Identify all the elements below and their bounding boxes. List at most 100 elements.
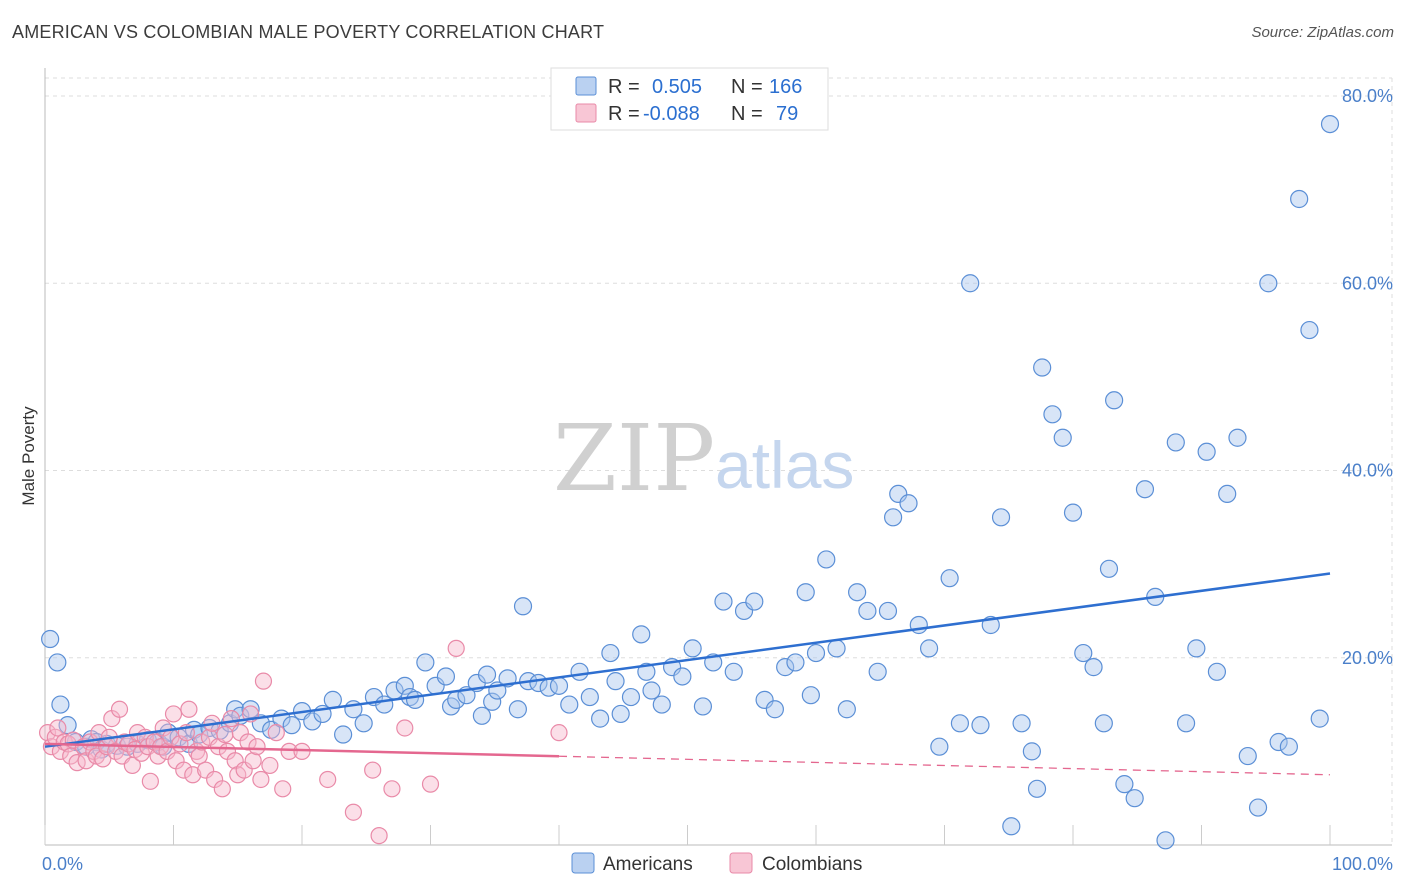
- legend-n-label-americans: N =: [731, 76, 763, 98]
- american-point: [1279, 737, 1298, 756]
- colombian-point: [370, 827, 388, 845]
- american-point: [801, 686, 820, 705]
- american-point: [1002, 817, 1021, 836]
- legend-bottom-swatch-americans: [571, 852, 595, 874]
- colombian-point: [261, 756, 279, 775]
- american-point: [1033, 358, 1052, 377]
- american-point: [549, 676, 569, 695]
- american-point: [991, 508, 1011, 527]
- american-point: [1248, 798, 1268, 817]
- american-point: [1218, 484, 1237, 504]
- american-point: [940, 569, 959, 588]
- american-point: [1187, 639, 1206, 658]
- legend-swatch-americans: [575, 76, 597, 96]
- y-tick-label: 20.0%: [1342, 648, 1393, 668]
- american-point: [883, 508, 903, 527]
- american-point: [1074, 643, 1093, 663]
- american-point: [637, 662, 656, 681]
- x-tick-labels: 0.0% 100.0%: [42, 854, 1393, 874]
- american-point: [837, 700, 856, 719]
- american-point: [1269, 732, 1288, 752]
- colombians-trend-line: [44, 742, 560, 758]
- american-point: [1320, 114, 1340, 134]
- american-point: [1310, 709, 1329, 728]
- american-point: [1228, 428, 1247, 447]
- american-point: [1053, 428, 1072, 447]
- colombian-point: [383, 780, 401, 798]
- colombian-point: [254, 672, 273, 690]
- american-point: [632, 625, 651, 644]
- colombian-point: [164, 705, 183, 723]
- watermark-zip: ZIP: [553, 405, 715, 512]
- colombian-point: [184, 766, 202, 784]
- american-point: [513, 597, 533, 616]
- american-point: [1022, 742, 1041, 761]
- colombian-point: [180, 700, 198, 718]
- american-point: [961, 274, 980, 293]
- american-point: [786, 653, 805, 672]
- watermark-atlas: atlas: [715, 428, 854, 502]
- american-point: [1084, 658, 1103, 677]
- colombian-point: [280, 742, 298, 760]
- colombian-point: [421, 775, 440, 793]
- american-point: [560, 695, 579, 714]
- american-point: [508, 700, 527, 719]
- y-axis-title: Male Poverty: [19, 406, 38, 506]
- colombian-point: [319, 770, 337, 789]
- american-point: [1156, 831, 1175, 850]
- american-point: [48, 653, 67, 672]
- american-point: [776, 658, 795, 677]
- legend-bottom: Americans Colombians: [571, 852, 862, 875]
- colombian-point: [235, 761, 253, 779]
- colombian-point: [141, 772, 159, 790]
- american-point: [477, 665, 497, 684]
- american-point: [796, 583, 815, 602]
- y-tick-label: 40.0%: [1342, 461, 1393, 481]
- american-point: [472, 706, 491, 725]
- american-point: [714, 592, 733, 611]
- american-point: [642, 681, 661, 700]
- american-point: [930, 737, 949, 756]
- y-tick-label: 60.0%: [1342, 273, 1393, 293]
- american-point: [1099, 559, 1119, 578]
- american-point: [303, 712, 322, 731]
- american-point: [1063, 503, 1083, 522]
- colombian-point: [197, 761, 215, 779]
- american-point: [1012, 714, 1031, 733]
- colombian-point: [110, 700, 129, 718]
- colombian-point: [175, 761, 193, 779]
- legend-n-value-americans: 166: [769, 76, 802, 98]
- american-point: [1115, 775, 1134, 794]
- american-point: [611, 704, 630, 724]
- american-point: [282, 716, 301, 735]
- american-point: [1197, 442, 1216, 461]
- american-point: [416, 653, 435, 672]
- colombian-point: [252, 770, 270, 789]
- american-point: [1207, 662, 1227, 681]
- american-point: [1300, 320, 1319, 340]
- american-point: [673, 667, 692, 686]
- american-point: [375, 695, 394, 714]
- legend-bottom-americans: Americans: [603, 854, 693, 875]
- colombian-point: [213, 780, 231, 798]
- american-point: [1238, 746, 1257, 766]
- american-point: [1259, 274, 1278, 293]
- axes: [44, 68, 1392, 846]
- american-point: [395, 676, 414, 695]
- american-point: [606, 672, 625, 691]
- y-tick-labels: 20.0% 40.0% 60.0% 80.0%: [1342, 86, 1393, 668]
- american-point: [1135, 480, 1155, 499]
- legend-bottom-swatch-colombians: [729, 852, 753, 874]
- chart-source: Source: ZipAtlas.com: [1251, 24, 1394, 41]
- legend-r-label-americans: R =: [608, 76, 640, 98]
- americans-trend-line: [44, 572, 1331, 748]
- american-point: [745, 592, 764, 611]
- colombians-trend-line-extension: [558, 755, 1331, 776]
- american-point: [1043, 405, 1062, 424]
- colombian-point: [216, 725, 234, 744]
- american-point: [1125, 789, 1144, 808]
- american-point: [405, 690, 425, 709]
- trend-lines: [44, 572, 1331, 776]
- american-point: [323, 690, 342, 709]
- legend-r-value-americans: 0.505: [652, 76, 702, 98]
